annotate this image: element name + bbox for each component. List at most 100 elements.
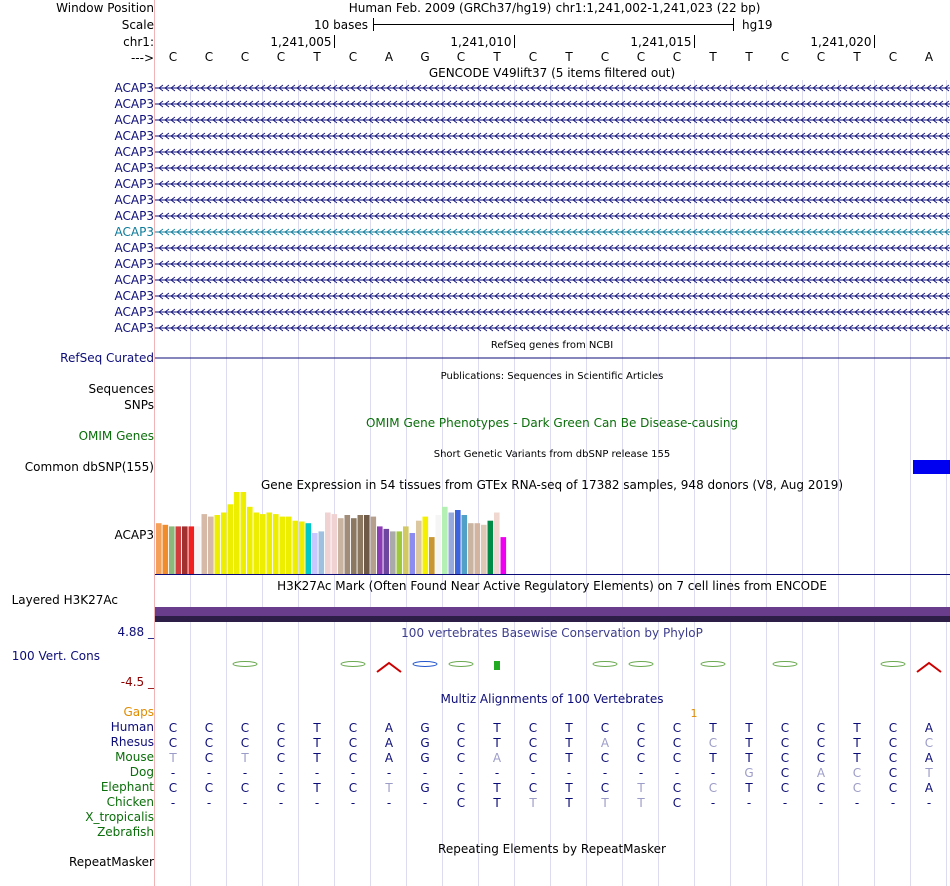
gencode-item-label[interactable]: ACAP3 bbox=[114, 129, 154, 143]
gtex-tissue-bar[interactable] bbox=[331, 514, 338, 574]
gtex-tissue-bar[interactable] bbox=[396, 531, 403, 574]
gencode-item-label[interactable]: ACAP3 bbox=[114, 305, 154, 319]
gtex-tissue-bar[interactable] bbox=[299, 521, 305, 575]
gtex-tissue-bar[interactable] bbox=[188, 526, 195, 574]
gtex-tissue-bar[interactable] bbox=[461, 515, 468, 574]
gtex-tissue-bar[interactable] bbox=[253, 512, 260, 575]
gencode-item-label[interactable]: ACAP3 bbox=[114, 81, 154, 95]
gtex-tissue-bar[interactable] bbox=[156, 523, 162, 574]
gencode-item-label[interactable]: ACAP3 bbox=[114, 289, 154, 303]
gtex-tissue-bar[interactable] bbox=[286, 516, 292, 574]
gtex-tissue-bar[interactable] bbox=[260, 514, 266, 574]
gtex-tissue-bar[interactable] bbox=[162, 524, 169, 574]
gencode-item-label[interactable]: ACAP3 bbox=[114, 193, 154, 207]
gencode-item-label[interactable]: ACAP3 bbox=[114, 161, 154, 175]
refseq-label[interactable]: RefSeq Curated bbox=[60, 351, 154, 365]
gencode-item-label[interactable]: ACAP3 bbox=[114, 225, 154, 239]
gtex-tissue-bar[interactable] bbox=[292, 520, 299, 574]
gtex-tissue-bar[interactable] bbox=[364, 515, 370, 574]
gtex-tissue-bar[interactable] bbox=[403, 526, 409, 574]
gtex-tissue-bar[interactable] bbox=[487, 520, 494, 574]
gtex-tissue-bar[interactable] bbox=[221, 512, 227, 575]
species-label[interactable]: Elephant bbox=[100, 780, 154, 794]
alignment-base: T bbox=[492, 721, 501, 735]
gencode-item-label[interactable]: ACAP3 bbox=[114, 209, 154, 223]
gtex-tissue-bar[interactable] bbox=[422, 516, 429, 574]
gtex-tissue-bar[interactable] bbox=[338, 518, 344, 574]
gtex-tissue-bar[interactable] bbox=[169, 526, 175, 574]
omim-label[interactable]: OMIM Genes bbox=[78, 429, 154, 443]
gencode-item-label[interactable]: ACAP3 bbox=[114, 321, 154, 335]
species-label[interactable]: Zebrafish bbox=[97, 825, 154, 839]
phylop-label[interactable]: 100 Vert. Cons bbox=[11, 649, 100, 663]
gtex-tissue-bar[interactable] bbox=[201, 514, 208, 574]
gtex-gene-label[interactable]: ACAP3 bbox=[114, 528, 154, 542]
species-label[interactable]: X_tropicalis bbox=[85, 810, 154, 824]
species-label[interactable]: Chicken bbox=[106, 795, 154, 809]
gtex-tissue-bar[interactable] bbox=[344, 515, 351, 574]
phylop-mark bbox=[772, 661, 798, 667]
gtex-tissue-bar[interactable] bbox=[247, 506, 253, 574]
gtex-tissue-bar[interactable] bbox=[214, 515, 221, 574]
species-label[interactable]: Rhesus bbox=[110, 735, 154, 749]
gencode-item-label[interactable]: ACAP3 bbox=[114, 113, 154, 127]
refseq-title: RefSeq genes from NCBI bbox=[491, 340, 613, 351]
species-label[interactable]: Dog bbox=[129, 765, 154, 779]
coords-text: chr1:1,241,002-1,241,023 (22 bp) bbox=[556, 1, 761, 15]
gtex-tissue-bar[interactable] bbox=[279, 516, 286, 574]
gencode-item-label[interactable]: ACAP3 bbox=[114, 273, 154, 287]
gtex-tissue-bar[interactable] bbox=[481, 524, 487, 574]
gtex-tissue-bar[interactable] bbox=[494, 512, 500, 575]
h3k27ac-label[interactable]: Layered H3K27Ac bbox=[11, 593, 118, 607]
strand-base: C bbox=[781, 50, 789, 64]
gtex-tissue-bar[interactable] bbox=[435, 515, 442, 574]
gtex-tissue-bar[interactable] bbox=[448, 512, 455, 575]
gtex-tissue-bar[interactable] bbox=[383, 528, 390, 574]
gtex-tissue-bar[interactable] bbox=[468, 523, 474, 574]
sequences-label[interactable]: Sequences bbox=[88, 382, 154, 396]
gtex-tissue-bar[interactable] bbox=[409, 533, 416, 574]
alignment-base: A bbox=[817, 766, 826, 780]
gencode-item-label[interactable]: ACAP3 bbox=[114, 257, 154, 271]
gtex-tissue-bar[interactable] bbox=[195, 526, 201, 574]
gtex-tissue-bar[interactable] bbox=[318, 531, 325, 574]
gtex-tissue-bar[interactable] bbox=[266, 512, 273, 575]
gtex-tissue-bar[interactable] bbox=[390, 531, 396, 574]
strand-base: G bbox=[420, 50, 429, 64]
strand-base: C bbox=[457, 50, 465, 64]
gtex-tissue-bar[interactable] bbox=[208, 516, 214, 574]
species-label[interactable]: Mouse bbox=[115, 750, 154, 764]
gtex-tissue-bar[interactable] bbox=[377, 526, 383, 574]
gtex-tissue-bar[interactable] bbox=[240, 492, 247, 574]
dbsnp-label[interactable]: Common dbSNP(155) bbox=[24, 460, 154, 474]
gtex-tissue-bar[interactable] bbox=[370, 516, 377, 574]
repeatmasker-label[interactable]: RepeatMasker bbox=[68, 855, 154, 869]
gtex-tissue-bar[interactable] bbox=[429, 537, 435, 574]
gtex-tissue-bar[interactable] bbox=[182, 526, 188, 574]
strand-label: ---> bbox=[130, 51, 154, 65]
gtex-tissue-bar[interactable] bbox=[455, 510, 461, 574]
gencode-item-label[interactable]: ACAP3 bbox=[114, 177, 154, 191]
gencode-item-label[interactable]: ACAP3 bbox=[114, 145, 154, 159]
gtex-tissue-bar[interactable] bbox=[442, 506, 448, 574]
gtex-tissue-bar[interactable] bbox=[227, 504, 234, 574]
gtex-tissue-bar[interactable] bbox=[500, 537, 507, 574]
alignment-base: T bbox=[744, 751, 753, 765]
species-label[interactable]: Human bbox=[110, 720, 154, 734]
snps-label[interactable]: SNPs bbox=[124, 398, 154, 412]
gtex-tissue-bar[interactable] bbox=[312, 533, 318, 574]
gencode-item-label[interactable]: ACAP3 bbox=[114, 241, 154, 255]
gtex-tissue-bar[interactable] bbox=[325, 512, 331, 575]
gtex-tissue-bar[interactable] bbox=[305, 523, 312, 574]
gtex-tissue-bar[interactable] bbox=[234, 492, 240, 574]
gtex-tissue-bar[interactable] bbox=[474, 523, 481, 574]
gtex-tissue-bar[interactable] bbox=[416, 520, 422, 574]
gtex-tissue-bar[interactable] bbox=[351, 518, 357, 574]
gtex-tissue-bar[interactable] bbox=[273, 514, 279, 574]
gtex-tissue-bar[interactable] bbox=[357, 515, 364, 574]
gtex-tissue-bar[interactable] bbox=[175, 526, 182, 574]
gencode-item-label[interactable]: ACAP3 bbox=[114, 97, 154, 111]
strand-base: T bbox=[564, 50, 573, 64]
